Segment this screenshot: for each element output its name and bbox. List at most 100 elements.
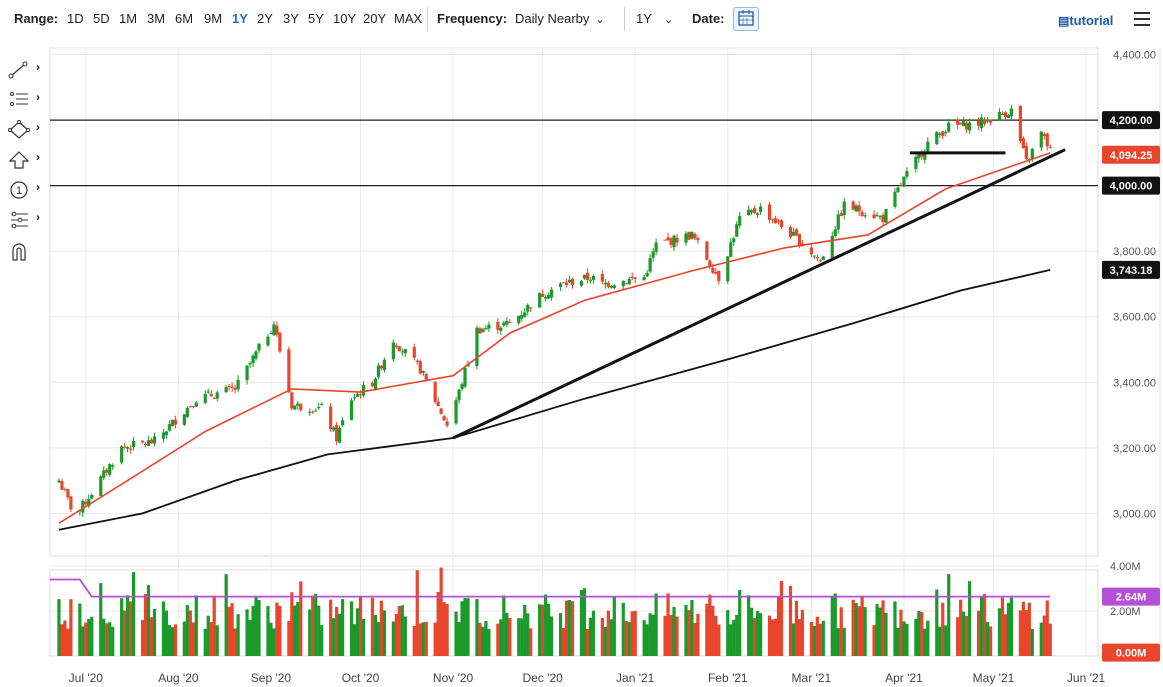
candle-body: [529, 307, 533, 309]
volume-bar: [358, 596, 363, 656]
range-10y[interactable]: 10Y: [333, 11, 357, 26]
candle-body: [896, 187, 900, 193]
volume-bar: [941, 602, 945, 656]
volume-bar: [266, 606, 270, 656]
volume-bar: [463, 598, 467, 656]
menu-icon[interactable]: [1134, 12, 1150, 30]
candle-body: [547, 294, 551, 299]
frequency-select[interactable]: Daily Nearby ⌄: [515, 11, 605, 26]
volume-bar: [833, 593, 837, 656]
range-5d[interactable]: 5D: [93, 11, 110, 26]
tutorial-link[interactable]: ▤tutorial: [1058, 13, 1113, 28]
range-max[interactable]: MAX: [394, 11, 423, 26]
shapes-tool[interactable]: ›: [6, 118, 44, 140]
candle-body: [167, 424, 172, 431]
volume-bar: [251, 605, 255, 656]
volume-bar: [311, 595, 315, 656]
candle-body: [627, 278, 631, 285]
volume-bar: [776, 597, 781, 656]
candle-body: [314, 410, 318, 412]
candle-body: [460, 384, 464, 390]
volume-bar: [152, 608, 157, 656]
candle-body: [773, 218, 778, 224]
candle-body: [275, 325, 279, 335]
volume-bar: [245, 609, 249, 656]
candle-body: [759, 206, 763, 212]
volume-bar: [224, 574, 228, 656]
candle-body: [433, 382, 437, 402]
volume-bar: [965, 615, 969, 656]
candle-body: [143, 443, 148, 445]
candle-body: [78, 510, 82, 512]
candle-body: [248, 363, 252, 365]
candle-body: [496, 321, 500, 330]
pitchfork-tool[interactable]: ›: [6, 208, 44, 230]
draw-line-tool[interactable]: ›: [6, 58, 44, 80]
tutorial-icon: ▤: [1058, 14, 1070, 28]
range-1m[interactable]: 1M: [119, 11, 138, 26]
candle-body: [645, 272, 649, 277]
period-select[interactable]: 1Y ⌄: [636, 11, 673, 26]
x-tick-label: Sep '20: [251, 671, 292, 685]
volume-bar: [278, 605, 282, 656]
volume-bar: [272, 628, 276, 656]
volume-bar: [182, 621, 186, 656]
volume-bar: [496, 623, 500, 656]
candle-body: [358, 394, 363, 396]
volume-tick-label: 4.00M: [1110, 561, 1141, 573]
range-3y[interactable]: 3Y: [283, 11, 299, 26]
volume-bar: [842, 627, 846, 656]
y-tick-label: 4,000.00: [1113, 181, 1156, 193]
volume-bar: [439, 567, 443, 656]
volume-bar: [1039, 622, 1043, 656]
volume-bar: [161, 601, 166, 656]
candle-body: [484, 328, 488, 330]
volume-bar: [391, 621, 395, 656]
candle-body: [502, 322, 506, 326]
x-tick-label: Dec '20: [522, 671, 563, 685]
volume-bar: [770, 619, 775, 656]
range-9m[interactable]: 9M: [204, 11, 223, 26]
volume-bar: [976, 610, 981, 656]
fibonacci-tool[interactable]: ›: [6, 88, 44, 110]
candle-body: [920, 154, 924, 157]
volume-bar: [902, 621, 906, 656]
candle-body: [735, 224, 739, 237]
volume-bar: [711, 605, 715, 656]
range-3m[interactable]: 3M: [147, 11, 166, 26]
candle-body: [361, 385, 366, 396]
tutorial-label: tutorial: [1069, 13, 1114, 28]
candle-body: [544, 297, 548, 299]
candle-body: [726, 256, 730, 282]
volume-bar: [756, 611, 760, 656]
range-1y[interactable]: 1Y: [232, 11, 248, 26]
candle-body: [962, 120, 966, 127]
candle-body: [708, 260, 712, 267]
volume-bar: [538, 604, 542, 656]
candle-body: [60, 481, 64, 490]
calendar-icon[interactable]: [733, 7, 759, 31]
range-6m[interactable]: 6M: [175, 11, 194, 26]
volume-bar: [794, 600, 799, 656]
range-20y[interactable]: 20Y: [363, 11, 387, 26]
volume-panel-frame: [49, 569, 1099, 657]
volume-bar: [146, 585, 151, 656]
candle-body: [87, 498, 91, 507]
candle-body: [899, 185, 903, 187]
arrow-tool[interactable]: ›: [6, 148, 44, 170]
range-2y[interactable]: 2Y: [257, 11, 273, 26]
trendline: [452, 148, 1066, 440]
magnet-tool[interactable]: [6, 238, 44, 261]
candle-body: [800, 243, 805, 247]
candle-body: [1048, 146, 1052, 148]
range-5y[interactable]: 5Y: [308, 11, 324, 26]
volume-bar: [726, 610, 730, 656]
volume-bar: [809, 622, 813, 656]
range-1d[interactable]: 1D: [67, 11, 84, 26]
volume-bar: [526, 613, 530, 656]
candle-body: [311, 411, 315, 413]
volume-bar: [779, 580, 784, 656]
annotation-tool[interactable]: 1 ›: [6, 178, 44, 200]
volume-bar: [926, 620, 930, 656]
